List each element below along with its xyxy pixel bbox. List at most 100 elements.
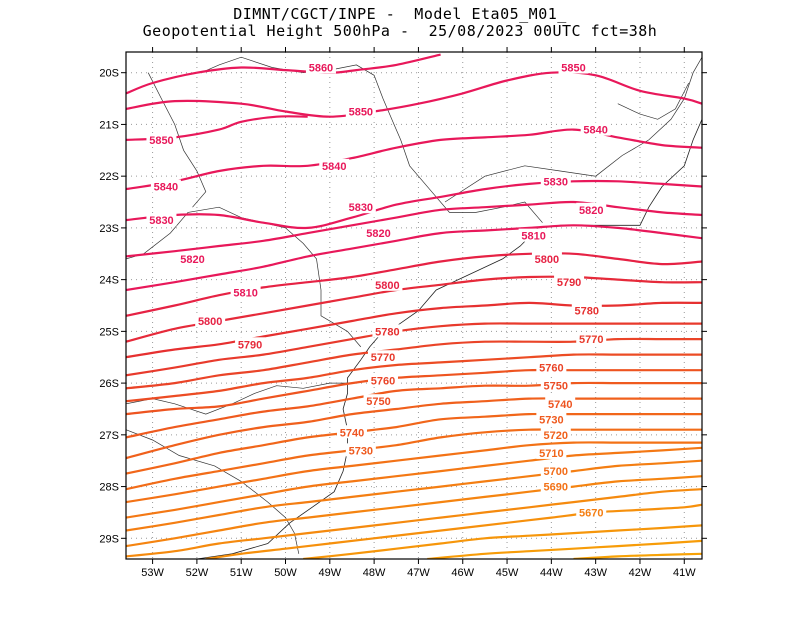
contour-label: 5850 xyxy=(349,106,373,118)
state-border xyxy=(126,382,348,415)
contour-5700 xyxy=(126,428,702,491)
contour-label: 5820 xyxy=(180,254,204,266)
x-tick-label: 44W xyxy=(540,567,563,579)
contour-labels: 5860 5850 5850 5850 5840 5840 5840 5830 5830 5830… xyxy=(146,60,611,519)
contour-label-bg xyxy=(336,425,367,439)
y-tick-label: 29S xyxy=(99,533,119,545)
contour-5760 xyxy=(126,337,702,390)
contour-label-bg xyxy=(345,200,376,214)
state-border xyxy=(444,57,702,203)
contour-5860 xyxy=(126,53,441,95)
x-tick-label: 41W xyxy=(673,567,696,579)
y-tick-label: 26S xyxy=(99,378,119,390)
contour-label-bg xyxy=(554,275,585,289)
contour-5820 xyxy=(126,200,702,258)
longitude-axis: 53W 52W 51W 50W 49W 48W 47W 46W 45W 44W 43W 42W 41W xyxy=(141,47,696,579)
contour-label-bg xyxy=(540,479,571,493)
contour-5770 xyxy=(126,322,702,377)
contour-label: 5810 xyxy=(521,231,545,243)
contour-label-bg xyxy=(518,228,549,242)
y-tick-label: 20S xyxy=(99,68,119,80)
contour-label-bg xyxy=(146,132,177,146)
contour-label-bg xyxy=(345,104,376,118)
contour-label: 5780 xyxy=(375,326,399,338)
x-tick-label: 43W xyxy=(584,567,607,579)
y-tick-label: 21S xyxy=(99,119,119,131)
contour-label-bg xyxy=(195,314,226,328)
contour-label: 5830 xyxy=(544,176,568,188)
contour-5620 xyxy=(427,539,702,559)
x-tick-label: 52W xyxy=(186,567,209,579)
plot-title: DIMNT/CGCT/INPE - Model Eta05_M01_ Geopo… xyxy=(0,6,800,40)
contour-5840 xyxy=(126,128,702,191)
plot-frame xyxy=(125,51,703,560)
contour-label: 5820 xyxy=(366,228,390,240)
contour-label: 5810 xyxy=(233,288,257,300)
contour-label-bg xyxy=(536,360,567,374)
contour-label: 5850 xyxy=(561,63,585,75)
y-tick-label: 22S xyxy=(99,171,119,183)
contour-5720 xyxy=(126,397,702,460)
contour-label-bg xyxy=(545,396,576,410)
contour-label-bg xyxy=(372,277,403,291)
x-tick-label: 53W xyxy=(141,567,164,579)
y-tick-label: 27S xyxy=(99,430,119,442)
contour-label-bg xyxy=(540,427,571,441)
geographic-boundaries xyxy=(126,56,702,559)
contour-label: 5710 xyxy=(539,448,563,460)
contour-label-bg xyxy=(580,122,611,136)
contour-label-bg xyxy=(363,226,394,240)
contour-label: 5830 xyxy=(349,202,373,214)
contour-label: 5770 xyxy=(371,352,395,364)
contour-5790 xyxy=(126,275,702,343)
x-tick-label: 45W xyxy=(496,567,519,579)
x-tick-label: 50W xyxy=(274,567,297,579)
contour-label: 5850 xyxy=(149,135,173,147)
contour-label: 5800 xyxy=(375,280,399,292)
contour-label-bg xyxy=(150,179,181,193)
contour-label: 5760 xyxy=(371,376,395,388)
x-tick-label: 47W xyxy=(407,567,430,579)
contour-label-bg xyxy=(576,505,607,519)
y-tick-label: 23S xyxy=(99,223,119,235)
contour-label-bg xyxy=(367,373,398,387)
contour-label-bg xyxy=(531,251,562,265)
contour-label-bg xyxy=(576,332,607,346)
x-tick-label: 46W xyxy=(451,567,474,579)
contour-5740 xyxy=(126,368,702,416)
contour-label: 5740 xyxy=(340,427,364,439)
x-tick-label: 49W xyxy=(319,567,342,579)
y-tick-label: 24S xyxy=(99,275,119,287)
contour-label-bg xyxy=(540,464,571,478)
contour-5800 xyxy=(126,252,702,317)
contour-label: 5800 xyxy=(198,316,222,328)
contour-label-bg xyxy=(230,285,261,299)
contour-label: 5770 xyxy=(579,334,603,346)
contour-label: 5720 xyxy=(544,430,568,442)
contour-label: 5790 xyxy=(238,339,262,351)
contour-label-bg xyxy=(177,251,208,265)
contour-label-bg xyxy=(576,202,607,216)
x-tick-label: 48W xyxy=(363,567,386,579)
contour-5640 xyxy=(205,503,702,559)
state-border xyxy=(126,429,300,554)
contour-5680 xyxy=(126,446,702,519)
contour-5810 xyxy=(126,224,702,292)
contour-5670 xyxy=(126,459,702,532)
contour-label: 5790 xyxy=(557,277,581,289)
y-tick-label: 28S xyxy=(99,482,119,494)
latitude-axis: 20S 21S 22S 23S 24S 25S 26S 27S 28S 29S xyxy=(99,68,707,545)
contour-label: 5750 xyxy=(366,396,390,408)
contour-label-bg xyxy=(367,350,398,364)
contour-label: 5840 xyxy=(322,161,346,173)
contour-5850 xyxy=(126,71,702,118)
contour-label: 5700 xyxy=(544,466,568,478)
contour-label-bg xyxy=(319,158,350,172)
contour-label: 5800 xyxy=(535,254,559,266)
title-line-2: Geopotential Height 500hPa - 25/08/2023 … xyxy=(142,22,658,40)
contour-5730 xyxy=(126,381,702,439)
state-border xyxy=(617,82,690,120)
contour-label: 5730 xyxy=(349,445,373,457)
x-tick-label: 51W xyxy=(230,567,253,579)
